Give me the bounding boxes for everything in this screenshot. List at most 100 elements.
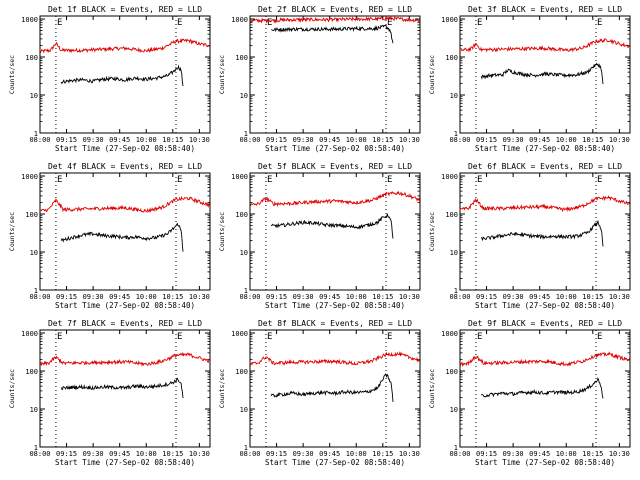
y-tick-label: 100 [445,368,458,376]
y-tick-label: 100 [445,211,458,219]
panel-det-1f: Det 1f BLACK = Events, RED = LLD 1 10 100 10… [8,5,211,153]
series-line-lld [39,37,210,54]
x-tick-label: 10:00 [556,450,577,458]
panel-det-5f: Det 5f BLACK = Events, RED = LLD 1 10 100 10… [218,162,421,310]
plot-frame [249,329,421,448]
time-marker-label: E [267,332,272,342]
x-tick-label: 09:15 [476,293,497,301]
x-tick-label: 10:30 [399,136,420,144]
x-tick-label: 10:15 [372,293,393,301]
x-tick-label: 08:00 [239,293,260,301]
panel-title: Det 9f BLACK = Events, RED = LLD [468,319,622,328]
series-line-lld [249,15,420,24]
plot-frame [39,172,211,291]
y-axis-title: Counts/sec [428,369,436,408]
x-axis-title: Start Time (27-Sep-02 08:58:40) [55,458,195,467]
x-tick-label: 08:00 [239,136,260,144]
series-line-events [480,219,604,247]
series-line-events [60,222,184,252]
x-tick-label: 08:00 [29,136,50,144]
x-tick-label: 10:15 [582,136,603,144]
y-tick-label: 1000 [441,330,458,338]
x-tick-label: 10:30 [609,136,630,144]
y-tick-label: 10 [30,249,38,257]
series-line-events [271,24,394,44]
x-tick-label: 09:45 [109,450,130,458]
x-tick-label: 08:00 [449,293,470,301]
panel-det-8f: Det 8f BLACK = Events, RED = LLD 1 10 100 10… [218,319,421,467]
x-tick-label: 10:00 [556,293,577,301]
x-tick-label: 09:15 [56,293,77,301]
x-axis-title: Start Time (27-Sep-02 08:58:40) [475,301,615,310]
x-tick-label: 10:15 [582,293,603,301]
panel-title: Det 3f BLACK = Events, RED = LLD [468,5,622,14]
series-line-events [270,213,394,239]
plot-frame [459,172,631,291]
series-line-events [270,373,394,403]
x-tick-label: 10:15 [162,293,183,301]
x-axis-title: Start Time (27-Sep-02 08:58:40) [265,144,405,153]
x-tick-label: 10:15 [162,450,183,458]
y-tick-label: 1 [454,287,458,295]
panel-det-7f: Det 7f BLACK = Events, RED = LLD 1 10 100 10… [8,319,211,467]
x-tick-label: 08:00 [449,136,470,144]
plot-frame [39,15,211,134]
x-tick-label: 09:15 [56,450,77,458]
x-tick-label: 09:30 [503,450,524,458]
y-tick-label: 100 [25,54,38,62]
panel-det-9f: Det 9f BLACK = Events, RED = LLD 1 10 100 10… [428,319,631,467]
x-tick-label: 10:00 [346,136,367,144]
y-tick-label: 100 [235,368,248,376]
time-marker-label: E [177,18,182,28]
x-tick-label: 09:45 [109,293,130,301]
time-marker-label: E [477,175,482,185]
y-tick-label: 100 [25,211,38,219]
y-axis-title: Counts/sec [428,212,436,251]
x-tick-label: 09:45 [529,293,550,301]
x-tick-label: 09:15 [266,450,287,458]
x-tick-label: 09:15 [266,136,287,144]
y-tick-label: 1 [244,444,248,452]
y-tick-label: 1 [244,287,248,295]
y-tick-label: 1000 [441,173,458,181]
x-tick-label: 09:45 [319,293,340,301]
x-tick-label: 09:30 [503,136,524,144]
y-tick-label: 1000 [21,173,38,181]
y-axis-title: Counts/sec [218,55,226,94]
plot-frame [249,15,421,134]
x-tick-label: 09:15 [476,450,497,458]
series-line-lld [459,195,630,213]
panel-det-2f: Det 2f BLACK = Events, RED = LLD 1 10 100 10… [218,5,421,153]
x-tick-label: 10:30 [399,293,420,301]
time-marker-label: E [597,332,602,342]
x-tick-label: 09:45 [109,136,130,144]
x-tick-label: 09:45 [319,450,340,458]
x-tick-label: 10:30 [189,450,210,458]
y-tick-label: 100 [235,211,248,219]
panel-title: Det 8f BLACK = Events, RED = LLD [258,319,412,328]
y-tick-label: 100 [25,368,38,376]
y-tick-label: 1 [34,130,38,138]
plot-frame [249,172,421,291]
time-marker-label: E [477,18,482,28]
plot-frame [459,329,631,448]
time-marker-label: E [387,175,392,185]
x-tick-label: 10:30 [189,293,210,301]
plot-frame [39,329,211,448]
y-tick-label: 1000 [231,330,248,338]
x-tick-label: 10:00 [556,136,577,144]
y-axis-title: Counts/sec [8,369,16,408]
time-marker-label: E [267,175,272,185]
x-axis-title: Start Time (27-Sep-02 08:58:40) [475,144,615,153]
x-tick-label: 10:00 [136,293,157,301]
series-line-events [60,377,184,399]
y-axis-title: Counts/sec [8,212,16,251]
y-tick-label: 10 [450,92,458,100]
y-axis-title: Counts/sec [428,55,436,94]
x-tick-label: 08:00 [29,450,50,458]
x-tick-label: 08:00 [449,450,470,458]
time-marker-label: E [597,18,602,28]
panel-title: Det 1f BLACK = Events, RED = LLD [48,5,202,14]
panel-det-3f: Det 3f BLACK = Events, RED = LLD 1 10 100 10… [428,5,631,153]
x-tick-label: 09:30 [83,450,104,458]
